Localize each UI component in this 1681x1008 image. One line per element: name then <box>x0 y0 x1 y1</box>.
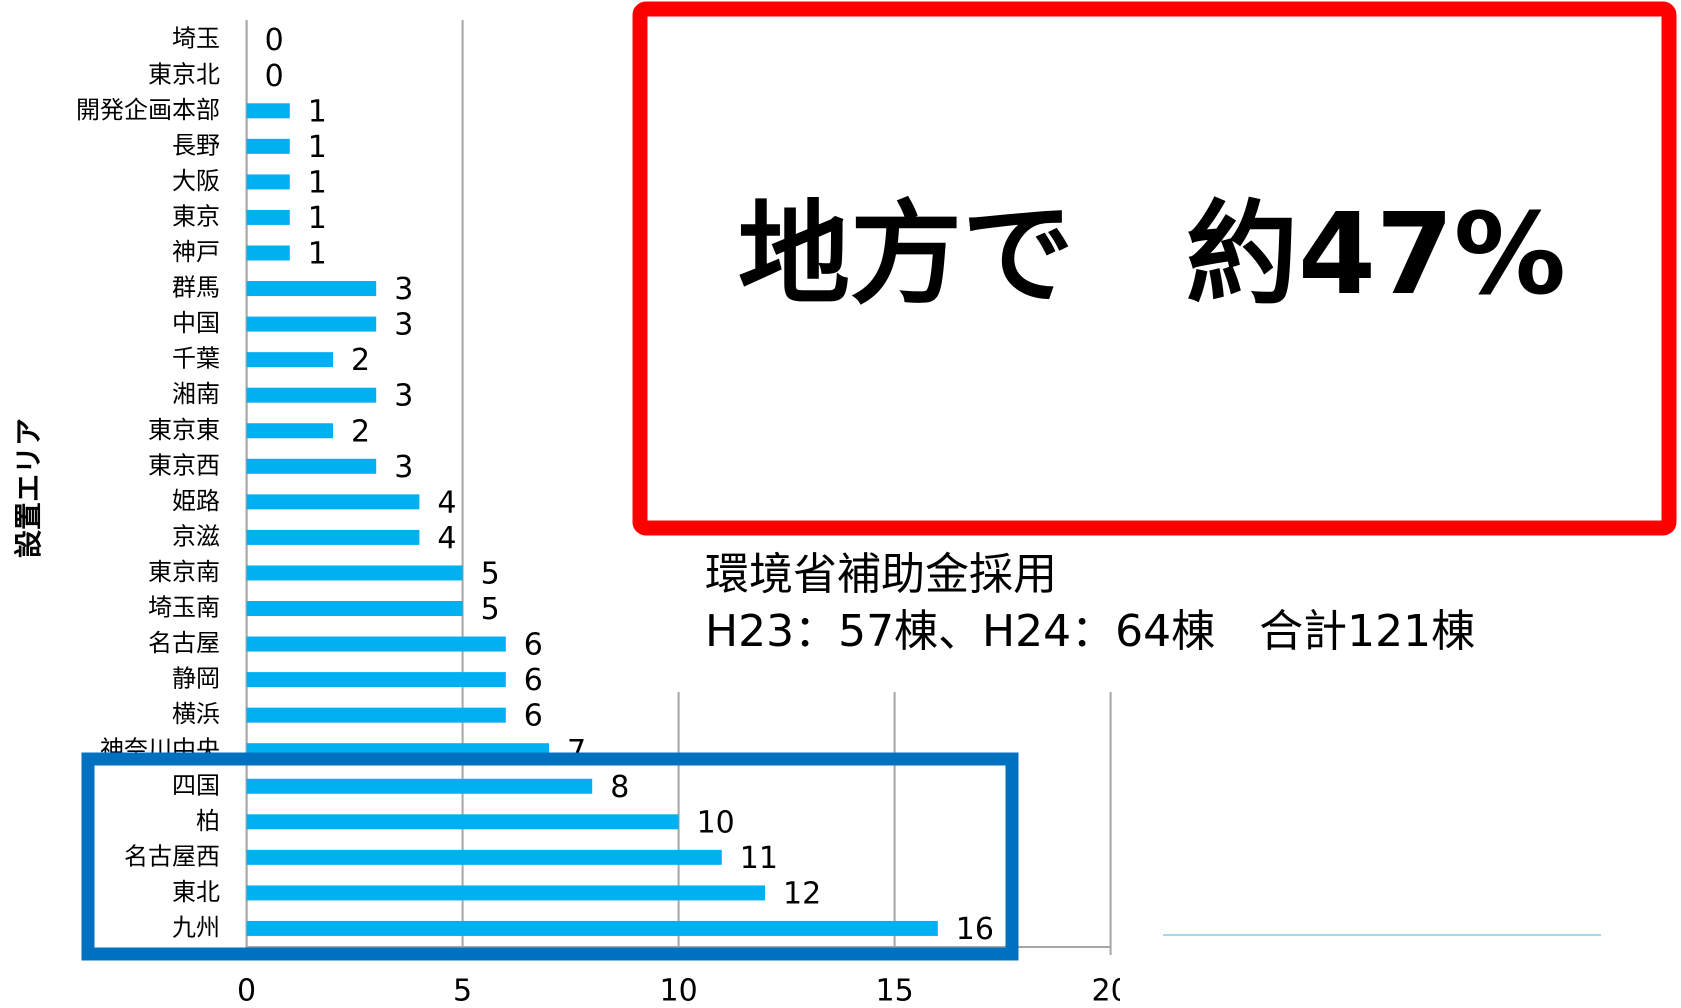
x-tick-label: 0 <box>237 974 256 1008</box>
value-label: 12 <box>783 876 821 911</box>
y-tick-label: 開発企画本部 <box>76 96 220 124</box>
value-label: 2 <box>351 414 370 449</box>
value-label: 5 <box>481 556 500 591</box>
value-label: 4 <box>437 521 456 556</box>
y-tick-label: 静岡 <box>172 665 220 693</box>
note-detail: H23：57棟、H24：64棟 合計121棟 <box>705 606 1475 657</box>
value-label: 10 <box>697 805 735 840</box>
highlight-box <box>632 1 1677 536</box>
annotation-panel <box>676 0 1681 692</box>
x-tick-label: 15 <box>876 974 914 1008</box>
y-tick-label: 京滋 <box>172 522 220 550</box>
bar <box>246 565 463 581</box>
y-tick-label: 名古屋 <box>148 629 220 657</box>
y-tick-label: 神戸 <box>172 238 220 266</box>
note-title: 環境省補助金採用 <box>705 549 1057 600</box>
bar <box>246 601 463 616</box>
y-tick-label: 埼玉南 <box>148 594 220 622</box>
value-label: 1 <box>308 130 327 165</box>
y-tick-label: 中国 <box>172 309 220 337</box>
y-axis-label: 設置エリア <box>12 418 45 558</box>
y-tick-label: 東京東 <box>148 416 220 444</box>
bar <box>246 245 290 261</box>
bar <box>246 672 506 688</box>
value-label: 0 <box>265 59 284 94</box>
bar <box>246 778 593 794</box>
y-tick-label: 柏 <box>196 807 220 835</box>
value-label: 11 <box>740 841 778 876</box>
y-tick-label: 東北 <box>172 878 220 906</box>
y-tick-label: 姫路 <box>172 487 220 515</box>
y-tick-label: 湘南 <box>172 380 220 408</box>
y-tick-label: 名古屋西 <box>124 842 220 870</box>
value-label: 6 <box>524 699 543 734</box>
region-box <box>81 752 1019 961</box>
bar <box>246 885 766 901</box>
bar <box>246 316 377 332</box>
value-label: 6 <box>524 663 543 698</box>
headline: 地方で 約47% <box>738 190 1566 320</box>
bar <box>246 281 377 297</box>
bar <box>246 209 290 225</box>
bar <box>246 138 290 154</box>
bar <box>246 814 679 830</box>
value-label: 0 <box>265 23 284 58</box>
y-tick-label: 群馬 <box>172 274 220 302</box>
bar <box>246 494 420 510</box>
y-tick-label: 埼玉 <box>172 25 220 53</box>
bar <box>246 352 333 368</box>
bar <box>246 103 290 119</box>
value-label: 16 <box>956 912 994 947</box>
bar <box>246 458 377 474</box>
annotation-panel <box>1120 692 1681 1008</box>
bar <box>246 529 420 545</box>
y-tick-label: 大阪 <box>172 167 220 195</box>
value-label: 1 <box>308 94 327 129</box>
value-label: 3 <box>394 308 413 343</box>
y-tick-label: 四国 <box>172 771 220 799</box>
y-tick-label: 東京 <box>172 202 220 230</box>
value-label: 3 <box>394 450 413 485</box>
bar <box>246 174 290 190</box>
bar <box>246 387 377 403</box>
bar <box>246 423 333 439</box>
y-tick-label: 千葉 <box>172 345 220 373</box>
y-tick-label: 長野 <box>172 131 220 159</box>
value-label: 4 <box>437 485 456 520</box>
x-tick-label: 10 <box>660 974 698 1008</box>
value-label: 1 <box>308 237 327 272</box>
value-label: 8 <box>610 770 629 805</box>
value-label: 3 <box>394 272 413 307</box>
y-tick-label: 東京西 <box>148 451 220 479</box>
bar <box>246 849 722 865</box>
value-label: 5 <box>481 592 500 627</box>
x-tick-label: 5 <box>453 974 472 1008</box>
y-tick-label: 横浜 <box>172 700 220 728</box>
y-tick-label: 東京北 <box>148 60 220 88</box>
value-label: 2 <box>351 343 370 378</box>
bar <box>246 636 506 652</box>
bar <box>246 707 506 723</box>
value-label: 1 <box>308 165 327 200</box>
value-label: 3 <box>394 379 413 414</box>
bar <box>246 920 938 936</box>
value-label: 6 <box>524 628 543 663</box>
y-tick-label: 九州 <box>172 913 220 941</box>
value-label: 1 <box>308 201 327 236</box>
y-tick-label: 東京南 <box>148 558 220 586</box>
